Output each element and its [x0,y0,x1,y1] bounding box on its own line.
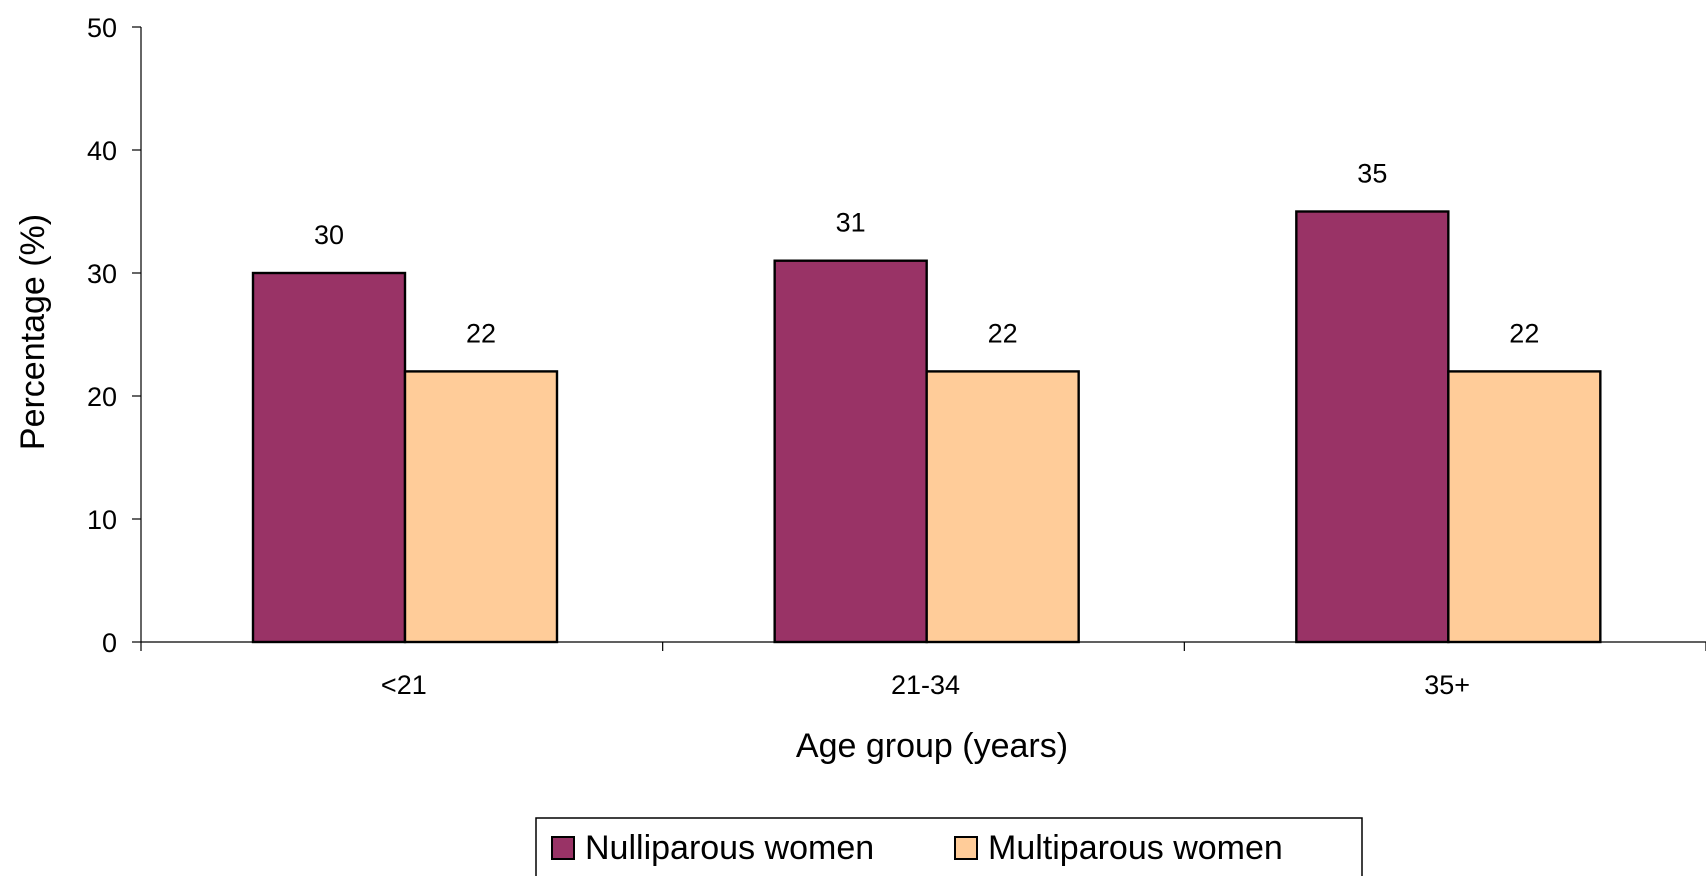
legend-label-multiparous: Multiparous women [988,829,1283,867]
x-tick-label: 21-34 [891,670,960,700]
bar-nulliparous [773,259,928,644]
data-label: 30 [314,220,344,250]
data-label: 22 [466,318,496,348]
y-tick-label: 10 [87,505,117,535]
data-label: 22 [988,318,1018,348]
legend-label-nulliparous: Nulliparous women [585,829,874,867]
x-tick-label: <21 [381,670,427,700]
y-tick-label: 40 [87,136,117,166]
legend: Nulliparous women Multiparous women [535,817,1363,876]
bar-nulliparous [1295,210,1450,644]
y-tick-label: 30 [87,259,117,289]
legend-swatch-nulliparous [551,836,575,860]
data-labels: 30 22 31 22 35 22 [314,159,1539,349]
bar-multiparous [925,370,1080,644]
bar-multiparous [403,370,559,644]
x-tick-label: 35+ [1424,670,1470,700]
y-tick-label: 50 [87,13,117,43]
data-label: 31 [836,208,866,238]
y-axis: 0 10 20 30 40 50 [87,13,142,658]
bar-nulliparous [251,271,407,644]
bars [251,210,1602,644]
x-axis-title: Age group (years) [796,727,1068,765]
data-label: 22 [1509,318,1539,348]
data-label: 35 [1357,159,1387,189]
y-axis-title: Percentage (%) [14,214,52,450]
legend-swatch-multiparous [954,836,978,860]
y-tick-label: 0 [102,628,117,658]
x-axis: <21 21-34 35+ [140,641,1706,700]
y-tick-label: 20 [87,382,117,412]
legend-box [535,817,1363,876]
bar-multiparous [1447,370,1602,644]
